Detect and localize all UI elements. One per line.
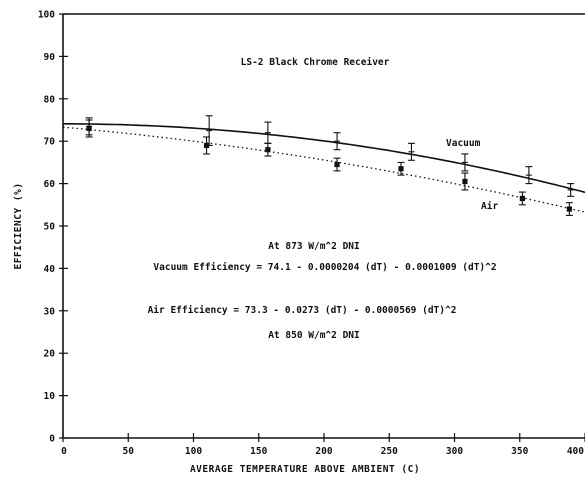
y-tick-label: 30 — [44, 306, 56, 317]
air-data-point — [264, 142, 272, 157]
air-data-point — [85, 119, 93, 138]
y-tick-label: 100 — [38, 10, 55, 21]
x-tick-label: 50 — [123, 446, 135, 457]
air-marker — [566, 206, 572, 212]
y-tick-label: 20 — [44, 349, 56, 360]
air-data-point — [397, 161, 405, 176]
x-tick-label: 150 — [250, 446, 267, 457]
x-axis-title: AVERAGE TEMPERATURE ABOVE AMBIENT (C) — [190, 464, 420, 475]
air-marker — [334, 161, 340, 168]
vacuum-data-point — [525, 166, 533, 185]
vacuum-data-point — [461, 153, 469, 172]
data-points — [85, 115, 575, 216]
air-data-point — [461, 172, 469, 191]
air-data-point — [333, 157, 341, 172]
vacuum-data-point — [264, 121, 272, 144]
x-tick-label: 200 — [315, 446, 332, 457]
y-tick-label: 50 — [44, 222, 56, 233]
air-marker — [519, 195, 525, 202]
air-marker — [265, 147, 271, 153]
air-data-point — [565, 202, 573, 216]
y-axis-title: EFFICIENCY (%) — [13, 182, 24, 269]
air-marker — [203, 142, 210, 149]
vacuum-data-point — [333, 132, 341, 151]
air-data-point — [518, 191, 526, 206]
y-tick-label: 80 — [44, 94, 56, 105]
vacuum-fit-curve — [63, 123, 585, 194]
x-tick-label: 100 — [185, 446, 202, 457]
y-tick-label: 90 — [44, 52, 56, 63]
y-tick-label: 40 — [44, 264, 56, 275]
air-marker — [86, 125, 92, 132]
air-dni-annotation: At 850 W/m^2 DNI — [268, 330, 360, 341]
vacuum-data-point — [407, 142, 415, 161]
x-tick-label: 400 — [567, 446, 584, 457]
x-tick-label: 350 — [511, 446, 528, 457]
chart-title: LS-2 Black Chrome Receiver — [241, 57, 390, 68]
y-tick-label: 60 — [44, 179, 56, 190]
air-data-point — [203, 136, 211, 155]
x-tick-label: 0 — [61, 446, 67, 457]
vacuum-equation: Vacuum Efficiency = 74.1 - 0.0000204 (dT… — [153, 262, 496, 273]
air-fit-curve — [62, 126, 585, 213]
x-tick-label: 300 — [446, 446, 463, 457]
air-series-label: Air — [481, 201, 498, 212]
ticks — [59, 13, 585, 442]
y-tick-label: 70 — [44, 137, 56, 148]
tick-labels: 0 10 20 30 40 50 60 70 80 90 100 0 50 100 150 200 250 300… — [38, 10, 584, 458]
fit-curves — [62, 123, 585, 213]
air-equation: Air Efficiency = 73.3 - 0.0273 (dT) - 0.… — [148, 305, 457, 316]
axes — [62, 13, 585, 439]
air-marker — [398, 166, 404, 172]
y-tick-label: 0 — [49, 434, 55, 445]
y-tick-label: 10 — [44, 391, 56, 402]
vacuum-dni-annotation: At 873 W/m^2 DNI — [268, 241, 360, 252]
vacuum-data-point — [567, 183, 575, 197]
vacuum-series-label: Vacuum — [446, 138, 481, 149]
air-marker — [462, 178, 468, 185]
x-tick-label: 250 — [381, 446, 398, 457]
